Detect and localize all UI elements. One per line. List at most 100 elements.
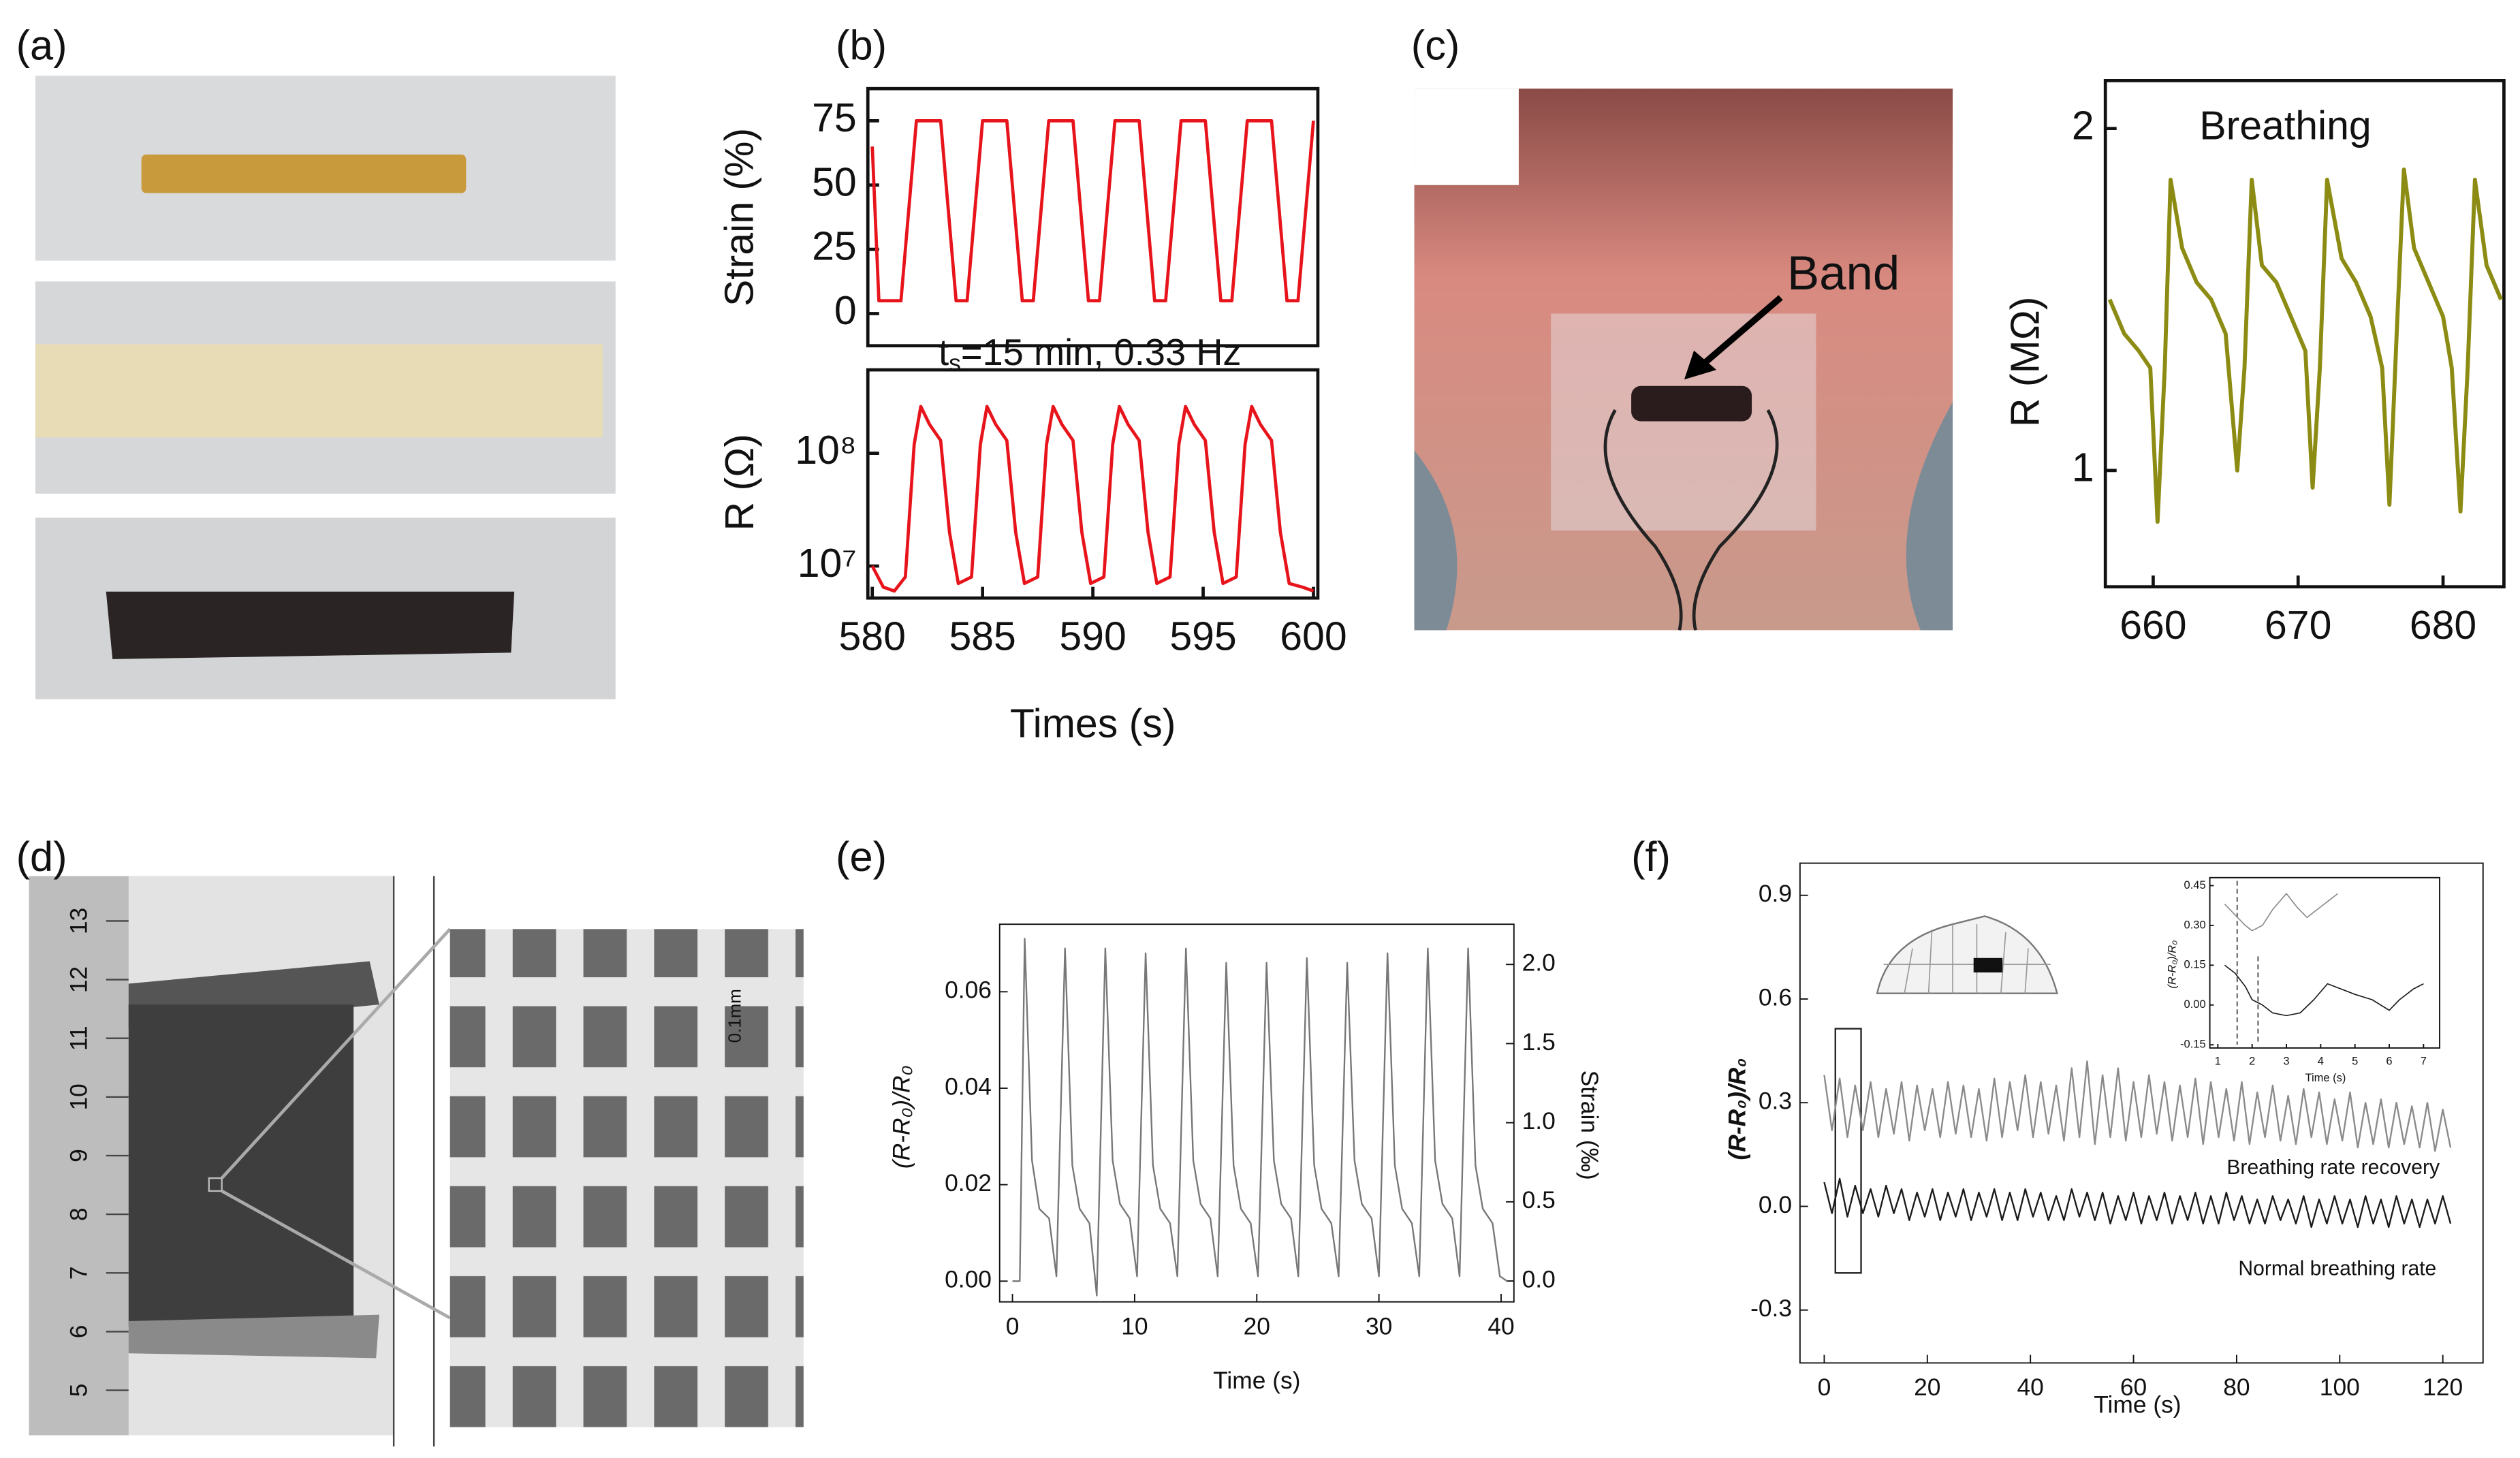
y-axis-label: R (Ω) xyxy=(717,434,762,530)
x-tick-label: 20 xyxy=(1914,1374,1940,1401)
ruler-number: 8 xyxy=(65,1207,92,1221)
x-tick-label: 580 xyxy=(839,614,906,659)
data-line xyxy=(1823,1177,2452,1229)
y-tick-label: -0.3 xyxy=(1750,1295,1792,1322)
ruler-number: 5 xyxy=(65,1384,92,1397)
x-axis-label: Times (s) xyxy=(1010,701,1176,746)
y-tick-label: 2 xyxy=(2072,103,2094,148)
data-line xyxy=(870,118,1315,303)
y2-tick-label: 1.0 xyxy=(1522,1108,1556,1135)
x-tick-label: 80 xyxy=(2223,1374,2250,1401)
data-line xyxy=(870,405,1314,593)
y-axis-label: (R-R₀)/R₀ xyxy=(888,1066,915,1169)
ruler-number: 12 xyxy=(65,966,92,993)
plot-frame xyxy=(866,86,1320,348)
x-axis-label: Time (s) xyxy=(2305,1072,2346,1084)
x-tick-label: 590 xyxy=(1059,614,1126,659)
annotation-sub: s xyxy=(949,350,961,377)
photo-a xyxy=(35,76,616,699)
x-tick-label: 10 xyxy=(1121,1313,1148,1340)
panel-label: (c) xyxy=(1411,22,1460,69)
y-tick-label: -0.15 xyxy=(2180,1039,2206,1051)
x-tick-label: 20 xyxy=(1244,1313,1270,1340)
y-tick-label: 25 xyxy=(812,224,857,269)
y-tick-label: 0.6 xyxy=(1759,984,1792,1011)
x-tick-label: 1 xyxy=(2215,1056,2221,1068)
x-tick-label: 30 xyxy=(1366,1313,1392,1340)
series-label: Breathing rate recovery xyxy=(2226,1156,2440,1179)
y-tick-label: 0.45 xyxy=(2184,879,2206,891)
x-tick-label: 60 xyxy=(2120,1374,2147,1401)
x-tick-label: 600 xyxy=(1280,614,1346,659)
plot-frame xyxy=(2209,876,2440,1049)
y-tick-label: 10⁷ xyxy=(798,541,857,586)
y-tick-label: 0.06 xyxy=(945,977,992,1004)
x-tick-label: 6 xyxy=(2386,1056,2392,1068)
ruler-number: 11 xyxy=(65,1026,92,1051)
x-tick-label: 5 xyxy=(2352,1056,2358,1068)
y-tick-label: 75 xyxy=(812,95,857,140)
x-tick-label: 680 xyxy=(2410,603,2476,648)
x-tick-label: 40 xyxy=(2017,1374,2044,1401)
data-line xyxy=(2224,893,2339,932)
y-tick-label: 0.00 xyxy=(2184,998,2206,1011)
annotation-rest: =15 min, 0.33 Hz xyxy=(961,332,1242,373)
photo-d: 0.1mm 13 12 11 10 9 8 7 6 5 xyxy=(29,876,804,1447)
x-tick-label: 40 xyxy=(1487,1313,1514,1340)
x-tick-label: 2 xyxy=(2249,1056,2255,1068)
y-tick-label: 0.04 xyxy=(945,1073,992,1100)
y-tick-label: 0.0 xyxy=(1759,1192,1792,1218)
y2-axis-label: Strain (‰) xyxy=(1576,1071,1603,1180)
y-tick-label: 0.30 xyxy=(2184,919,2206,931)
data-line xyxy=(2107,167,2503,524)
x-tick-label: 660 xyxy=(2120,603,2186,648)
x-tick-label: 595 xyxy=(1169,614,1236,659)
y-tick-label: 0 xyxy=(834,288,857,333)
x-tick-label: 670 xyxy=(2265,603,2331,648)
ruler-number: 10 xyxy=(65,1083,92,1110)
panel-label: (f) xyxy=(1631,834,1671,881)
plot-frame xyxy=(1799,862,2484,1364)
y-axis-label: (R-R₀)/R₀ xyxy=(1724,1058,1751,1160)
x-tick-label: 0 xyxy=(1006,1313,1020,1340)
ruler-number: 13 xyxy=(65,908,92,934)
data-line xyxy=(2224,964,2424,1017)
ruler: 13 12 11 10 9 8 7 6 5 xyxy=(65,908,129,1397)
x-axis-label: Time (s) xyxy=(2094,1391,2181,1418)
y-tick-label: 0.02 xyxy=(945,1170,992,1196)
y-axis-label: R (MΩ) xyxy=(2003,297,2048,428)
ruler-number: 9 xyxy=(65,1149,92,1162)
y2-tick-label: 0.0 xyxy=(1522,1266,1556,1293)
panel-label: (e) xyxy=(836,834,887,881)
plot-frame xyxy=(866,368,1320,600)
data-line xyxy=(1823,1060,2452,1152)
scale-label: 0.1mm xyxy=(726,989,745,1043)
y-tick-label: 10⁸ xyxy=(795,428,856,473)
panel-label: (d) xyxy=(16,834,67,881)
chart-title: Breathing xyxy=(2199,104,2372,148)
x-tick-label: 3 xyxy=(2283,1056,2289,1068)
x-tick-label: 0 xyxy=(1818,1374,1831,1401)
f-annotations xyxy=(1834,881,2259,1274)
plot-frame xyxy=(2103,79,2506,589)
y2-tick-label: 1.5 xyxy=(1522,1029,1556,1056)
panel-label: (a) xyxy=(16,22,67,69)
y-axis-label: Strain (%) xyxy=(717,128,762,306)
y2-tick-label: 2.0 xyxy=(1522,950,1556,977)
band-label: Band xyxy=(1787,247,1900,300)
x-tick-label: 7 xyxy=(2421,1056,2427,1068)
data-line xyxy=(1012,938,1508,1297)
series-label: Normal breathing rate xyxy=(2238,1257,2436,1280)
y-tick-label: 0.15 xyxy=(2184,959,2206,971)
y2-tick-label: 0.5 xyxy=(1522,1187,1556,1214)
x-axis-label: Time (s) xyxy=(1213,1367,1300,1394)
x-tick-label: 585 xyxy=(949,614,1015,659)
y-tick-label: 0.3 xyxy=(1759,1088,1792,1115)
y-axis-label: (R-R₀)/R₀ xyxy=(2167,940,2179,989)
y-tick-label: 0.9 xyxy=(1759,881,1792,907)
ruler-number: 6 xyxy=(65,1325,92,1339)
y-tick-label: 0.00 xyxy=(945,1267,992,1293)
photo-c: Band xyxy=(1414,89,1953,631)
